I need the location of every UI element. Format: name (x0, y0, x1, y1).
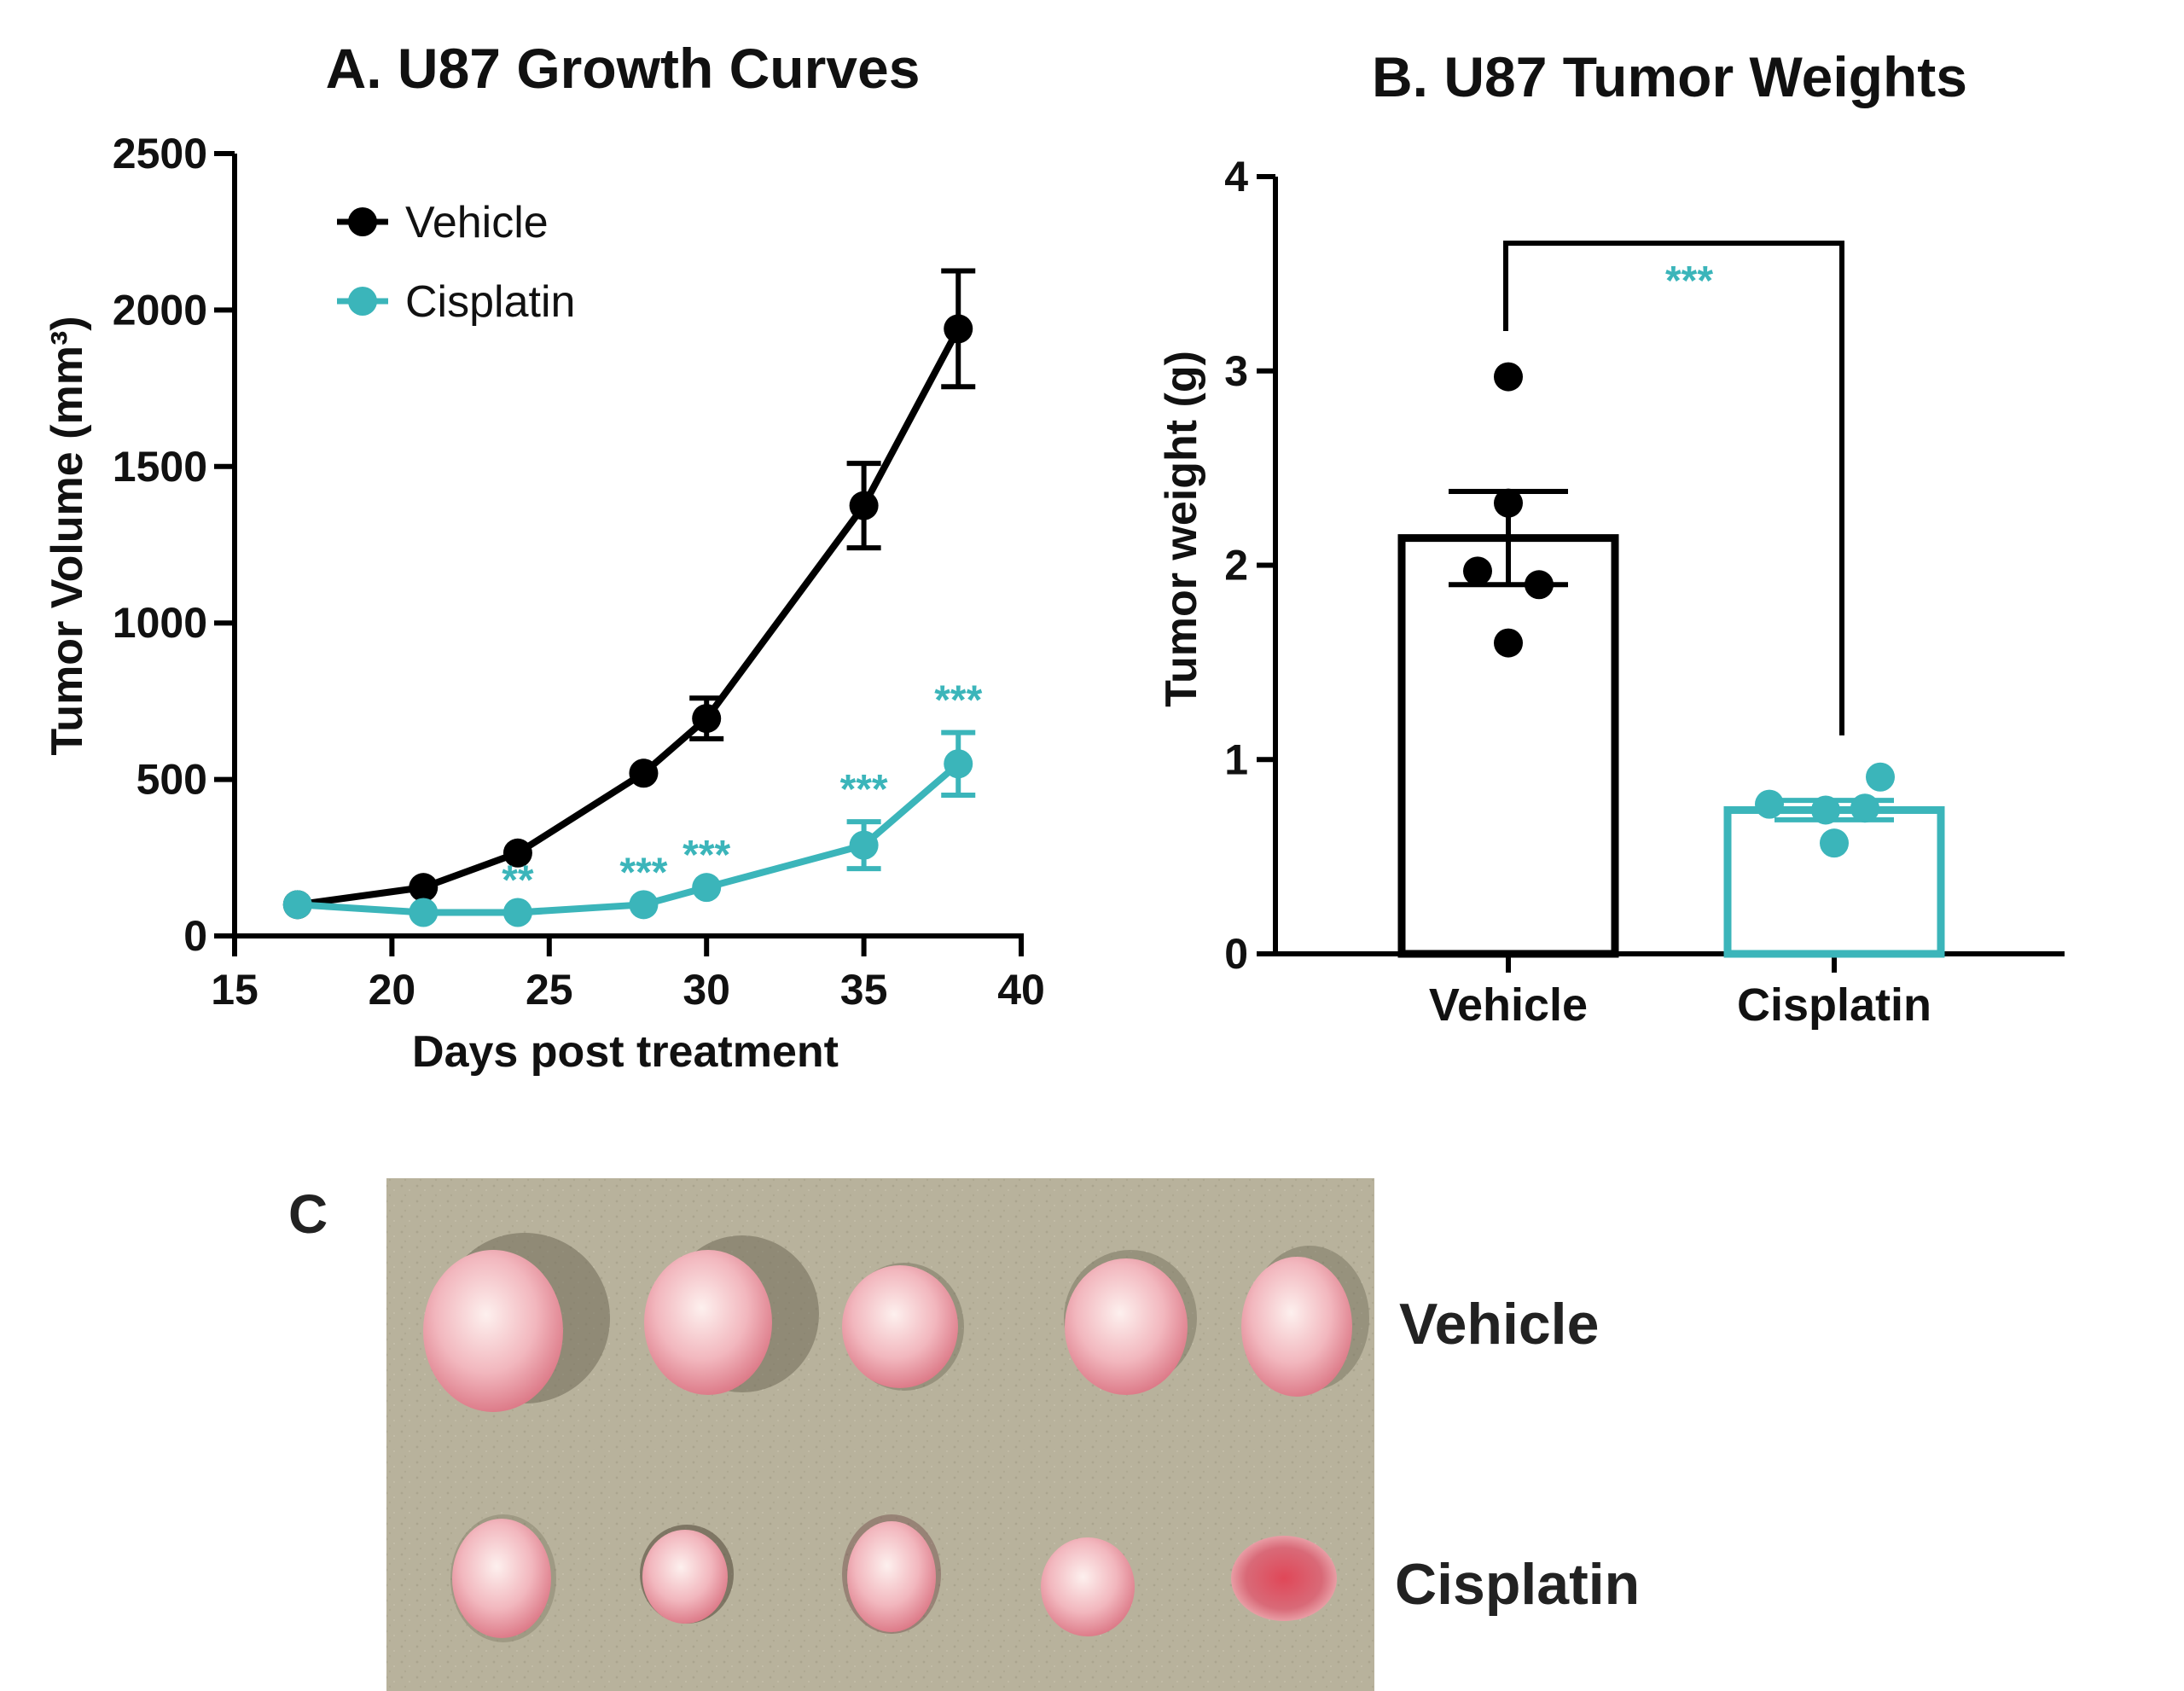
tumor-photo (386, 1178, 1374, 1691)
data-point-cisplatin (502, 898, 532, 927)
legend-item-cisplatin: Cisplatin (337, 277, 575, 327)
significance-mark: *** (840, 767, 888, 812)
data-point-cisplatin (849, 830, 879, 860)
y-tick-label: 0 (183, 912, 207, 960)
data-point-cisplatin (409, 898, 439, 927)
y-tick-label: 0 (1224, 930, 1248, 978)
panel-b-axes: 0 1 2 3 4 Vehicle Cisplatin (1224, 153, 2065, 1031)
x-tick-label: 20 (369, 966, 416, 1014)
panel-b-bars (1397, 362, 1945, 958)
x-tick-label: 25 (526, 966, 573, 1014)
photo-row-label-vehicle: Vehicle (1399, 1292, 1599, 1357)
x-tick-label: 30 (682, 966, 730, 1014)
data-point-cisplatin (944, 749, 973, 779)
panel-b-tumor-weights: B. U87 Tumor Weights Tumor weight (g) 0 1… (1157, 45, 2065, 1031)
y-tick-label: 1 (1224, 735, 1248, 783)
y-tick-label: 4 (1224, 153, 1248, 200)
data-point-cisplatin (692, 873, 722, 903)
data-point-vehicle (944, 314, 973, 344)
panel-a-y-axis-label: Tumor Volume (mm³) (43, 316, 92, 755)
vehicle-tumor-4 (1065, 1258, 1188, 1395)
data-point-vehicle (1494, 362, 1523, 392)
legend-item-vehicle: Vehicle (337, 198, 549, 247)
panel-b-y-axis-label: Tumor weight (g) (1157, 351, 1206, 707)
data-point-vehicle (1463, 556, 1492, 586)
bar-group-vehicle (1397, 362, 1619, 958)
y-tick-label: 3 (1224, 347, 1248, 395)
data-point-cisplatin (629, 890, 659, 920)
panel-a-legend: Vehicle Cisplatin (337, 198, 575, 327)
x-tick-label: 35 (840, 966, 888, 1014)
panel-a-title: A. U87 Growth Curves (326, 37, 921, 100)
bar-group-cisplatin (1723, 762, 1945, 958)
panel-a-series (282, 268, 976, 927)
series-cisplatin (282, 729, 976, 927)
vehicle-tumor-2 (644, 1250, 772, 1395)
cisplatin-tumor-4 (1041, 1537, 1135, 1636)
y-tick-label: 1000 (113, 599, 207, 647)
vehicle-tumor-1 (423, 1250, 563, 1412)
data-point-vehicle (502, 838, 532, 868)
data-point-cisplatin (1755, 789, 1784, 819)
panel-b-significance-bracket: *** (1503, 241, 1844, 735)
significance-mark: ** (502, 857, 534, 903)
x-tick-label: 15 (211, 966, 258, 1014)
data-point-vehicle (629, 758, 659, 788)
panel-a-axes: 0 500 1000 1500 2000 2500 15 20 25 30 35 40 (113, 130, 1045, 1014)
data-point-vehicle (1494, 488, 1523, 518)
panel-c-tumor-photo: C (288, 1178, 1640, 1691)
vehicle-tumor-3 (842, 1265, 958, 1388)
panel-a-x-axis-label: Days post treatment (412, 1027, 839, 1077)
data-point-cisplatin (1850, 793, 1879, 823)
y-tick-label: 500 (136, 756, 207, 804)
cisplatin-tumor-1 (452, 1519, 551, 1638)
vehicle-tumor-5 (1241, 1257, 1352, 1397)
significance-mark: *** (934, 678, 982, 723)
data-point-cisplatin (1866, 762, 1895, 792)
legend-cisplatin-label: Cisplatin (405, 277, 575, 327)
x-tick-label-cisplatin: Cisplatin (1737, 979, 1931, 1031)
data-point-vehicle (692, 704, 722, 734)
significance-mark: *** (682, 833, 730, 878)
cisplatin-tumor-2 (642, 1530, 728, 1624)
y-tick-label: 2000 (113, 286, 207, 334)
x-tick-label: 40 (997, 966, 1045, 1014)
cisplatin-tumor-3 (847, 1521, 936, 1632)
data-point-vehicle (409, 873, 439, 903)
data-point-cisplatin (282, 890, 312, 920)
legend-vehicle-label: Vehicle (405, 198, 549, 247)
data-point-vehicle (1525, 570, 1554, 600)
data-point-cisplatin (1811, 795, 1840, 825)
panel-b-title: B. U87 Tumor Weights (1372, 45, 1967, 108)
significance-mark: *** (619, 850, 667, 895)
legend-vehicle-marker (348, 207, 377, 236)
y-tick-label: 2500 (113, 130, 207, 177)
data-point-vehicle (1494, 628, 1523, 658)
x-tick-label-vehicle: Vehicle (1429, 979, 1588, 1031)
significance-bracket-line (1503, 241, 1844, 735)
legend-cisplatin-marker (348, 287, 377, 316)
cisplatin-tumor-5 (1231, 1536, 1337, 1621)
photo-row-label-cisplatin: Cisplatin (1395, 1552, 1640, 1617)
y-tick-label: 1500 (113, 443, 207, 491)
panel-c-label: C (288, 1183, 328, 1245)
significance-stars: *** (1665, 259, 1713, 304)
data-point-cisplatin (1820, 828, 1849, 858)
panel-a-growth-curves: A. U87 Growth Curves Days post treatment… (43, 37, 1045, 1077)
data-point-vehicle (849, 491, 879, 520)
y-tick-label: 2 (1224, 542, 1248, 590)
panel-a-significance-marks: ** *** ********* (502, 678, 982, 904)
